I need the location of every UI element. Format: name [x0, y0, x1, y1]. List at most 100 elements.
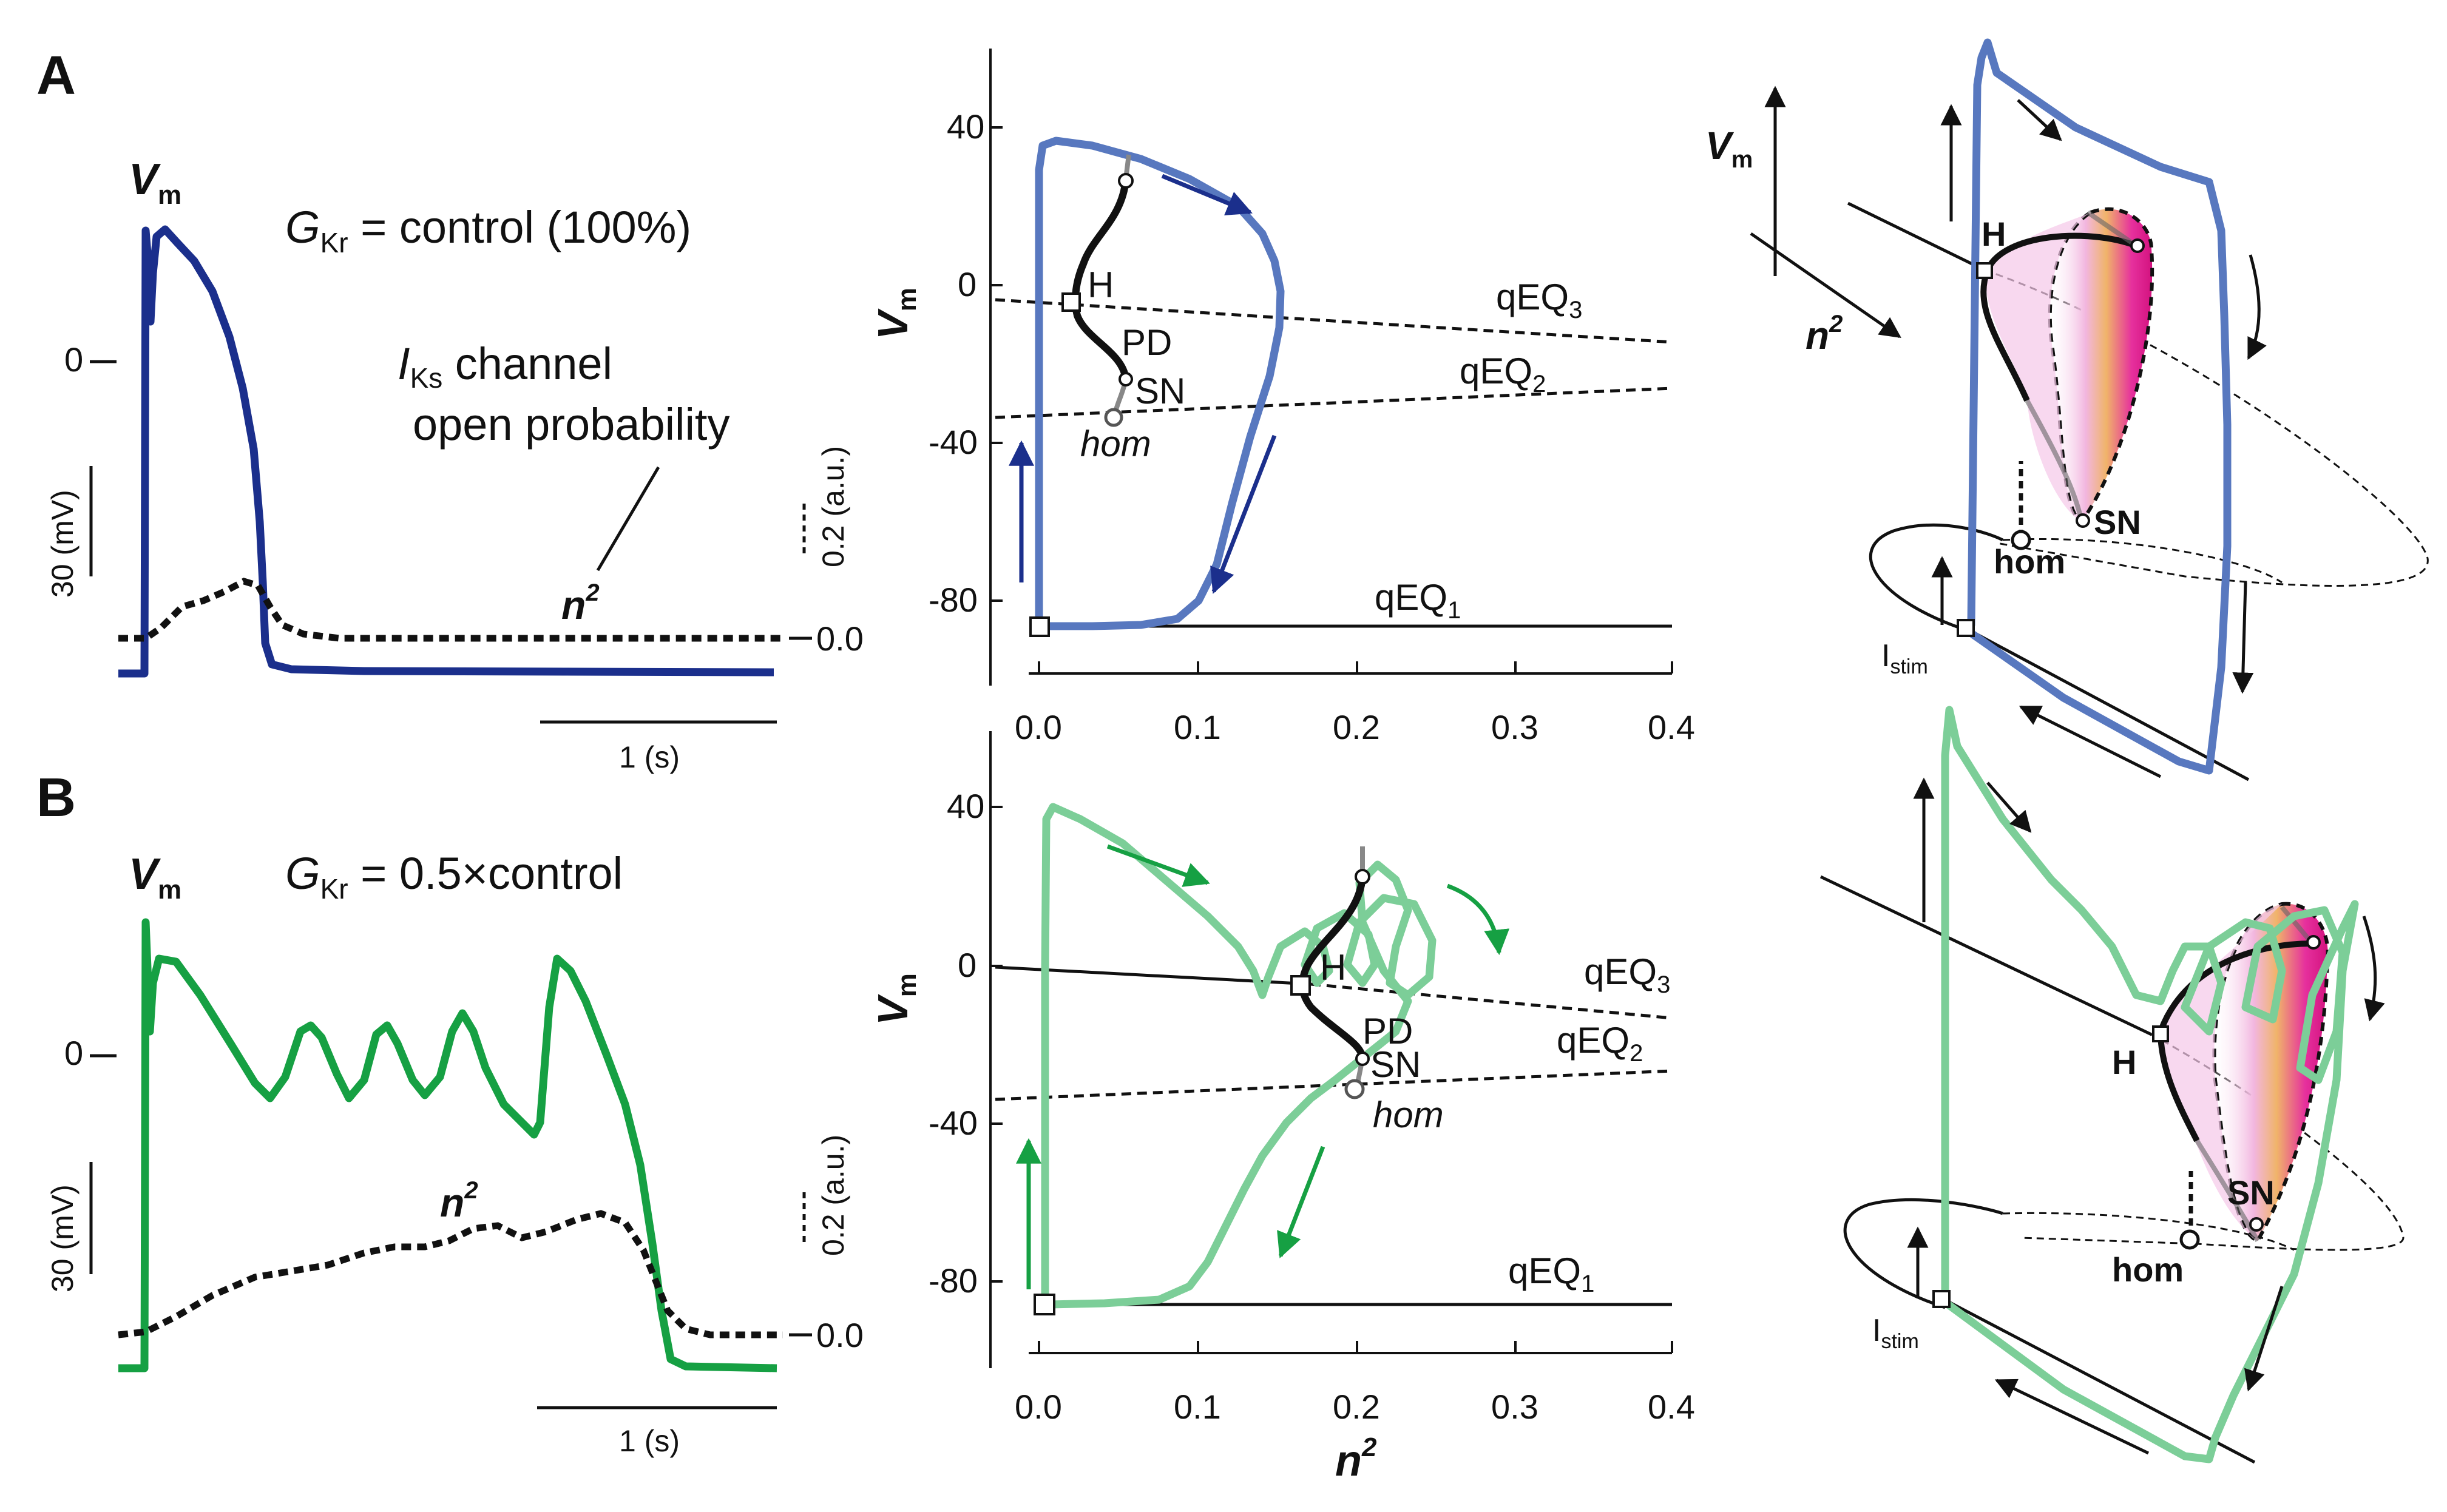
- qeq2-label-b: qEQ2: [1557, 1020, 1643, 1067]
- istim-label-3d-b: Istim: [1872, 1313, 1919, 1353]
- x-tick-label-b-3: 0.3: [1491, 1388, 1538, 1426]
- flow-arrow-a-1: [1161, 174, 1253, 215]
- x-tick-label-b-2: 0.2: [1333, 1388, 1380, 1426]
- x-ticks-b: [1038, 1341, 1673, 1353]
- x-tick-label-b-0: 0.0: [1015, 1388, 1062, 1426]
- flow-arrow-3d-b-1: [1986, 781, 2032, 833]
- vm-axis-label-b: Vm: [869, 973, 922, 1025]
- hom-label-3d-b: hom: [2112, 1250, 2184, 1289]
- x-tick-label-a-0: 0.0: [1015, 708, 1062, 746]
- x-tick-label-b-4: 0.4: [1648, 1388, 1695, 1426]
- n2-axis-arrow-3d-a: [1750, 232, 1901, 339]
- qeq1-label-a: qEQ1: [1375, 577, 1461, 624]
- y-ticks-a: [990, 126, 1003, 602]
- sn-label-a: SN: [1135, 371, 1185, 411]
- qeq3-line-3d-a: [1847, 201, 1986, 272]
- base-ellipse-dash-3d-a: [2002, 538, 2283, 584]
- qeq3-line-3d-b: [1819, 875, 2153, 1036]
- time-scale-label-b: 1 (s): [619, 1424, 680, 1458]
- sn-point-3d-b: [2249, 1217, 2264, 1232]
- flow-arrow-3d-a-3: [2232, 582, 2254, 694]
- pd-point-a: [1118, 173, 1134, 189]
- panel-b-timecourse: Vm GKr = 0.5×control n2 0 30 (mV) 0.2 (a…: [46, 848, 864, 1458]
- qeq1-label-b: qEQ1: [1508, 1250, 1594, 1297]
- pd-point-b: [1355, 869, 1370, 885]
- sn-point-3d-a: [2076, 513, 2090, 528]
- hom-point-a: [1104, 408, 1123, 427]
- hom-label-b: hom: [1373, 1095, 1444, 1135]
- pd-label-a: PD: [1122, 322, 1172, 363]
- v-scale-label-b: 30 (mV): [46, 1184, 80, 1292]
- s-branch-a: [1072, 178, 1129, 380]
- qeq3-dashed-3d-a: [1984, 269, 2429, 587]
- panel-a-timecourse: Vm GKr = control (100%) IKs channel open…: [46, 155, 864, 774]
- iks-label: IKs channel: [398, 339, 612, 394]
- x-tick-label-a-2: 0.2: [1333, 708, 1380, 746]
- panel-label-b: B: [36, 768, 76, 828]
- n-zero-label-a: 0.0: [816, 619, 864, 658]
- n-zero-label-b: 0.0: [816, 1316, 864, 1354]
- h-point-3d-b: [2152, 1025, 2169, 1042]
- sn-label-b: SN: [1370, 1044, 1421, 1085]
- hom-point-b: [1344, 1079, 1365, 1099]
- y-ticks-b: [990, 806, 1003, 1283]
- sn-label-3d-a: SN: [2094, 503, 2141, 541]
- zero-label-a: 0: [64, 340, 83, 379]
- condition-label-b: GKr = 0.5×control: [285, 848, 623, 905]
- phase-plane-b: 40 0 -40 -80 0.0 0.1 0.2 0.3 0.4 Vm n2 q…: [869, 731, 1695, 1485]
- x-tick-label-a-4: 0.4: [1648, 708, 1695, 746]
- vm-trace-b: [118, 918, 777, 1372]
- y-tick-label-b-40: 40: [947, 787, 984, 825]
- trajectory-a: [1035, 137, 1285, 630]
- s-curve-faint-3d-b: [2195, 905, 2315, 1242]
- pd-label-b: PD: [1362, 1011, 1413, 1051]
- rest-point-3d-b: [1932, 1290, 1951, 1308]
- rest-point-b: [1034, 1294, 1055, 1315]
- qeq3-line-a: [995, 298, 1673, 344]
- vm-axis-label-a: Vm: [869, 288, 922, 340]
- y-tick-label-a-m40: -40: [929, 423, 978, 461]
- rest-point-3d-a: [1957, 619, 1975, 637]
- phase-plane-a: 40 0 -40 -80 0.0 0.1 0.2 0.3 0.4 Vm qEQ1…: [869, 49, 1695, 746]
- trajectory-3d-a: [1963, 38, 2232, 775]
- trajectory-b: [1041, 803, 1437, 1309]
- condition-label-a: GKr = control (100%): [285, 202, 691, 258]
- open-probability-label: open probability: [413, 399, 729, 450]
- n2-label-b: n2: [440, 1177, 478, 1225]
- qeq2-label-a: qEQ2: [1460, 351, 1546, 397]
- vm-label-3d-a: Vm: [1705, 124, 1753, 173]
- flow-arrow-3d-b-3: [2244, 1286, 2284, 1392]
- vm-label-b: Vm: [129, 850, 181, 905]
- hom-label-a: hom: [1080, 424, 1151, 464]
- n2-label-a: n2: [561, 579, 600, 627]
- hom-point-3d-b: [2179, 1229, 2200, 1250]
- flow-arrow-b-2: [1446, 883, 1510, 956]
- qeq3-label-b: qEQ3: [1584, 951, 1670, 998]
- n2-label-3d-a: n2: [1806, 311, 1843, 357]
- s-curve-3d-b: [2157, 940, 2313, 1142]
- n2-trace-a: [118, 578, 783, 642]
- pd-point-3d-a: [2130, 238, 2145, 253]
- base-ellipse-dash-3d-b: [2002, 1212, 2295, 1251]
- y-tick-label-a-40: 40: [947, 107, 984, 146]
- y-tick-label-a-0: 0: [958, 265, 976, 303]
- h-label-a: H: [1088, 265, 1114, 305]
- flow-arrow-b-1: [1106, 844, 1210, 887]
- y-tick-label-b-m80: -80: [929, 1261, 978, 1300]
- rest-point-a: [1029, 616, 1050, 637]
- flow-arrow-3d-a-2: [2247, 254, 2267, 360]
- qeq1-line-3d-b: [1941, 1297, 2256, 1464]
- hom-label-3d-a: hom: [1994, 542, 2065, 581]
- schematic-3d-b: H SN hom Istim: [1819, 706, 2405, 1464]
- qeq3-label-a: qEQ3: [1496, 277, 1582, 323]
- time-scale-label-a: 1 (s): [619, 740, 680, 774]
- flow-arrow-3d-b-2: [2362, 916, 2385, 1022]
- flow-arrow-3d-a-4: [2019, 705, 2162, 778]
- x-tick-label-a-1: 0.1: [1174, 708, 1221, 746]
- n-scale-label-a: 0.2 (a.u.): [816, 446, 850, 567]
- y-tick-label-a-m80: -80: [929, 581, 978, 619]
- schematic-3d-a: Vm n2 H SN hom Istim: [1705, 38, 2429, 781]
- hom-point-3d-a: [2011, 530, 2031, 550]
- flow-arrow-a-2: [1210, 434, 1277, 594]
- qeq1-line-3d-a: [1964, 626, 2250, 781]
